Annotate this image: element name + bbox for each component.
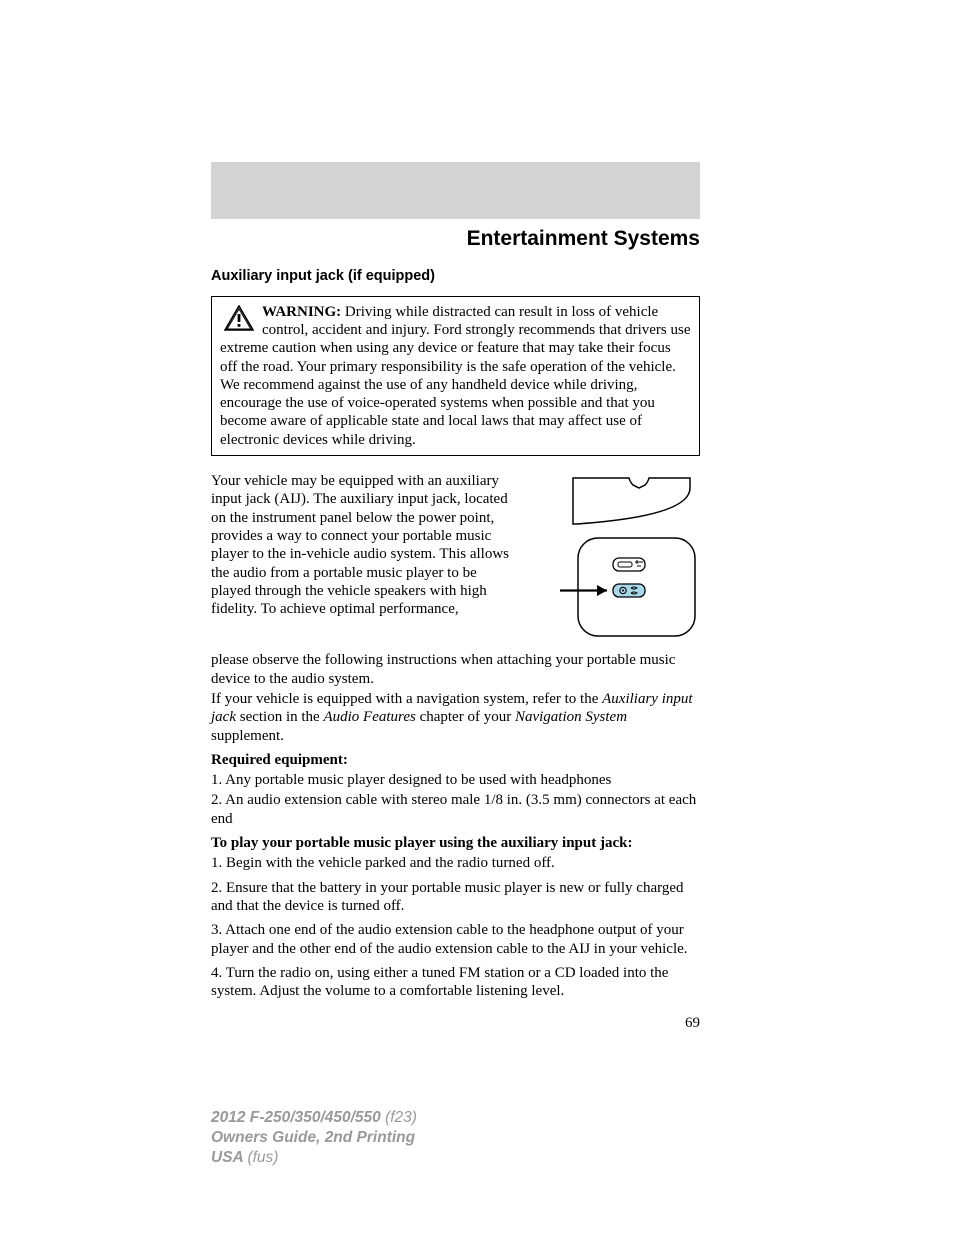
required-equipment-heading: Required equipment: [211, 751, 700, 769]
p2-end: supplement. [211, 728, 284, 744]
play-step-1: 1. Begin with the vehicle parked and the… [211, 854, 700, 872]
p2-lead: If your vehicle is equipped with a navig… [211, 691, 602, 707]
figure-column [535, 472, 700, 649]
footer-line-1: 2012 F-250/350/450/550 (f23) [211, 1108, 700, 1128]
play-step-2: 2. Ensure that the battery in your porta… [211, 879, 700, 916]
footer-l1-bold: 2012 F-250/350/450/550 [211, 1109, 385, 1126]
section-subheading: Auxiliary input jack (if equipped) [211, 268, 700, 286]
chapter-title: Entertainment Systems [211, 227, 700, 251]
footer-line-2: Owners Guide, 2nd Printing [211, 1128, 700, 1148]
footer-line-3: USA (fus) [211, 1148, 700, 1168]
play-step-3: 3. Attach one end of the audio extension… [211, 921, 700, 958]
warning-triangle-icon [224, 305, 254, 337]
warning-label: WARNING: [262, 304, 341, 320]
page-content: Auxiliary input jack (if equipped) WARNI… [211, 268, 700, 1033]
play-heading: To play your portable music player using… [211, 834, 700, 852]
page-number: 69 [211, 1014, 700, 1032]
aux-jack-diagram [535, 476, 700, 644]
warning-text: WARNING: Driving while distracted can re… [220, 304, 691, 448]
footer-block: 2012 F-250/350/450/550 (f23) Owners Guid… [211, 1108, 700, 1168]
req-item-1: 1. Any portable music player designed to… [211, 771, 700, 789]
footer-l3-bold: USA [211, 1149, 247, 1166]
req-item-2: 2. An audio extension cable with stereo … [211, 791, 700, 828]
footer-l3-reg: (fus) [247, 1149, 278, 1166]
warning-box: WARNING: Driving while distracted can re… [211, 296, 700, 456]
play-step-4: 4. Turn the radio on, using either a tun… [211, 964, 700, 1001]
text-column: Your vehicle may be equipped with an aux… [211, 472, 517, 618]
header-gray-banner [211, 162, 700, 219]
p2-mid2: chapter of your [416, 709, 515, 725]
footer-l1-reg: (f23) [385, 1109, 417, 1126]
p2-mid1: section in the [236, 709, 323, 725]
body-paragraph-1a: Your vehicle may be equipped with an aux… [211, 472, 517, 618]
p2-ital3: Navigation System [515, 709, 627, 725]
p2-ital2: Audio Features [323, 709, 415, 725]
body-paragraph-1b: please observe the following instruction… [211, 651, 700, 688]
body-paragraph-2: If your vehicle is equipped with a navig… [211, 690, 700, 745]
warning-body: Driving while distracted can result in l… [220, 304, 691, 448]
two-column-section: Your vehicle may be equipped with an aux… [211, 472, 700, 649]
